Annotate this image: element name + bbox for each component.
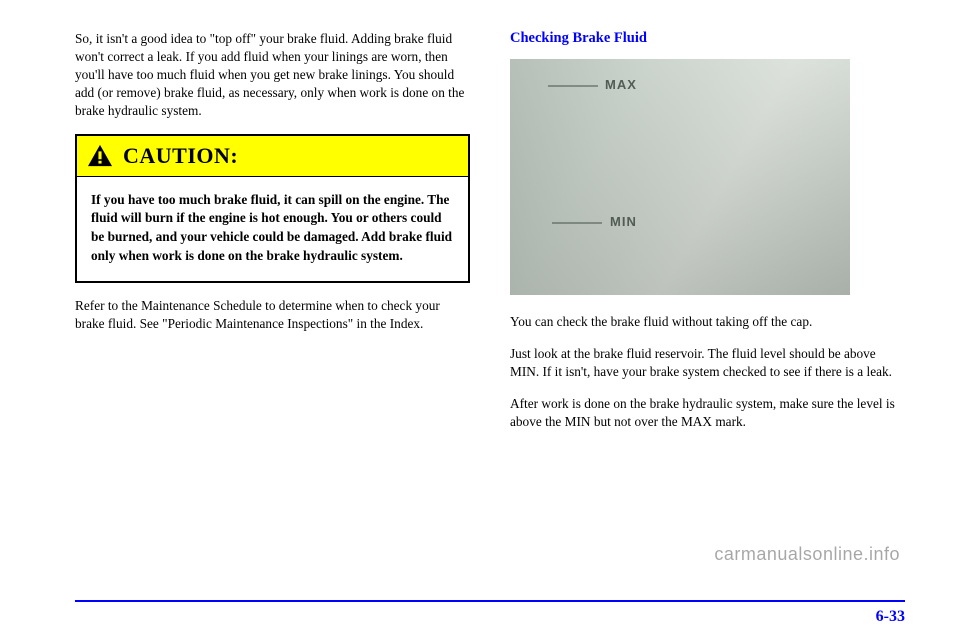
- min-line: [552, 222, 602, 224]
- right-p3: After work is done on the brake hydrauli…: [510, 395, 905, 431]
- right-p1: You can check the brake fluid without ta…: [510, 313, 905, 331]
- warning-triangle-icon: [87, 144, 113, 168]
- min-mark: MIN: [610, 214, 637, 229]
- caution-header: CAUTION:: [77, 136, 468, 177]
- section-heading: Checking Brake Fluid: [510, 30, 905, 47]
- intro-paragraph: So, it isn't a good idea to "top off" yo…: [75, 30, 470, 120]
- caution-box: CAUTION: If you have too much brake flui…: [75, 134, 470, 283]
- max-line: [548, 85, 598, 87]
- left-column: So, it isn't a good idea to "top off" yo…: [75, 30, 470, 445]
- caution-label: CAUTION:: [123, 143, 238, 169]
- right-p2: Just look at the brake fluid reservoir. …: [510, 345, 905, 381]
- caution-body-text: If you have too much brake fluid, it can…: [77, 177, 468, 281]
- reservoir-image: MAX MIN: [510, 59, 850, 295]
- footer-rule: [75, 600, 905, 602]
- max-mark: MAX: [605, 77, 637, 92]
- watermark: carmanualsonline.info: [714, 544, 900, 565]
- page-number: 6-33: [876, 608, 905, 626]
- after-caution-paragraph: Refer to the Maintenance Schedule to det…: [75, 297, 470, 333]
- right-column: Checking Brake Fluid MAX MIN You can che…: [510, 30, 905, 445]
